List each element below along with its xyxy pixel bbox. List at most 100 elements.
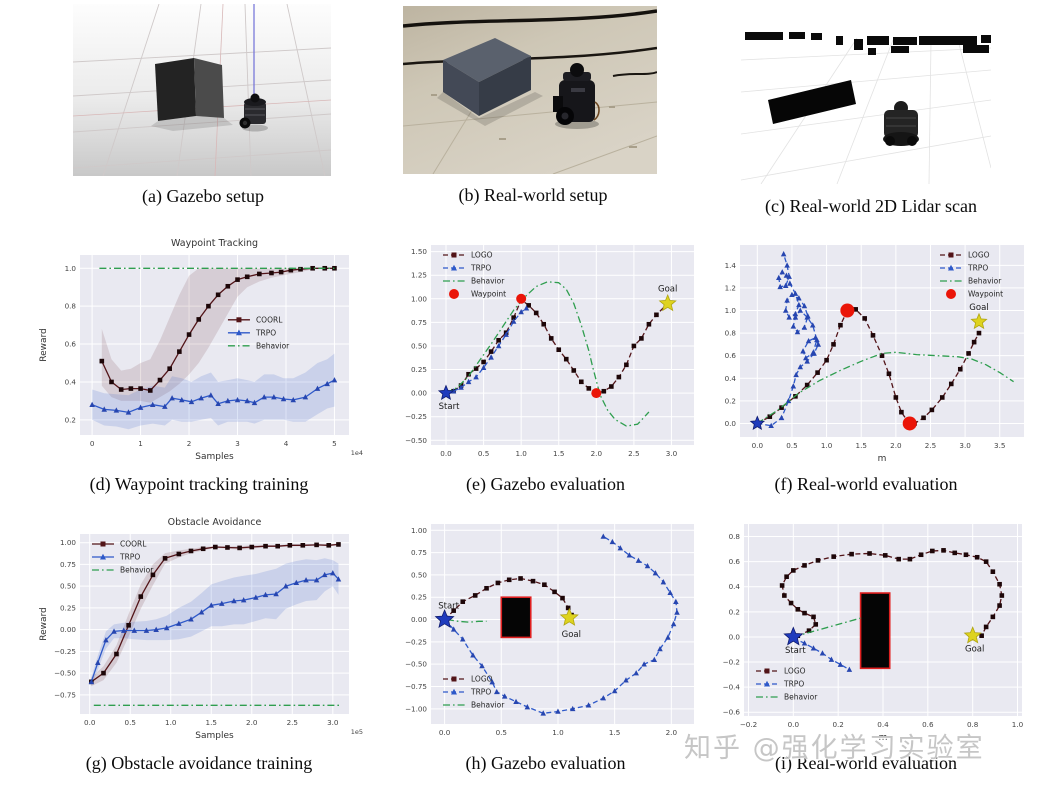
svg-text:Behavior: Behavior — [471, 277, 505, 286]
svg-text:0.6: 0.6 — [922, 720, 934, 729]
lidar-wall-points — [745, 32, 991, 55]
svg-text:2.5: 2.5 — [925, 441, 936, 450]
svg-text:0.8: 0.8 — [65, 302, 77, 311]
svg-text:Behavior: Behavior — [120, 566, 154, 575]
svg-text:Behavior: Behavior — [968, 277, 1002, 286]
svg-text:1.0: 1.0 — [821, 441, 833, 450]
svg-text:0.5: 0.5 — [125, 718, 136, 727]
rviz-grid-lines — [741, 37, 991, 184]
caption-e: (e) Gazebo evaluation — [466, 474, 625, 494]
svg-text:0.2: 0.2 — [725, 396, 736, 405]
svg-text:LOGO: LOGO — [784, 667, 806, 676]
svg-text:0.25: 0.25 — [411, 593, 427, 602]
svg-text:Waypoint: Waypoint — [968, 290, 1003, 299]
svg-text:1.50: 1.50 — [411, 247, 427, 256]
svg-text:−0.6: −0.6 — [723, 708, 741, 717]
svg-text:1.0: 1.0 — [1012, 720, 1024, 729]
svg-text:−0.2: −0.2 — [723, 658, 740, 667]
svg-text:TRPO: TRPO — [470, 688, 491, 697]
svg-text:COORL: COORL — [120, 540, 147, 549]
svg-text:1.0: 1.0 — [165, 718, 177, 727]
svg-text:−0.4: −0.4 — [723, 683, 741, 692]
svg-text:2: 2 — [187, 439, 192, 448]
svg-text:0.8: 0.8 — [725, 329, 737, 338]
svg-text:1e4: 1e4 — [351, 449, 363, 457]
svg-text:1.0: 1.0 — [725, 306, 737, 315]
svg-text:Goal: Goal — [658, 284, 677, 294]
svg-text:Behavior: Behavior — [784, 693, 818, 702]
caption-a: (a) Gazebo setup — [142, 186, 264, 206]
svg-text:0.75: 0.75 — [411, 318, 427, 327]
svg-text:1.0: 1.0 — [515, 449, 527, 458]
chart-waypoint-tracking-training: 0 1 2 3 4 5 0.2 0.4 0.6 0.8 1.0 Waypoint Tracking Sa… — [33, 231, 365, 475]
svg-text:−0.2: −0.2 — [740, 720, 757, 729]
svg-text:2.0: 2.0 — [591, 449, 603, 458]
svg-text:−0.50: −0.50 — [405, 660, 427, 669]
svg-text:TRPO: TRPO — [783, 680, 804, 689]
svg-text:3.5: 3.5 — [994, 441, 1005, 450]
svg-text:−0.75: −0.75 — [405, 682, 427, 691]
svg-text:0.4: 0.4 — [725, 374, 737, 383]
svg-text:Start: Start — [439, 402, 460, 412]
svg-text:2.5: 2.5 — [628, 449, 639, 458]
svg-text:0.2: 0.2 — [65, 415, 76, 424]
svg-text:0.5: 0.5 — [496, 728, 507, 737]
svg-text:0.6: 0.6 — [729, 557, 741, 566]
svg-text:−0.25: −0.25 — [405, 637, 427, 646]
svg-text:0.6: 0.6 — [65, 340, 77, 349]
svg-text:Goal: Goal — [969, 303, 988, 313]
svg-text:0.0: 0.0 — [729, 632, 741, 641]
svg-text:0.75: 0.75 — [411, 548, 427, 557]
svg-text:−0.75: −0.75 — [54, 690, 76, 699]
svg-text:COORL: COORL — [256, 316, 283, 325]
svg-text:Goal: Goal — [562, 630, 581, 640]
svg-text:1.00: 1.00 — [60, 538, 76, 547]
svg-text:3: 3 — [235, 439, 240, 448]
svg-text:−0.50: −0.50 — [405, 436, 427, 445]
svg-text:0.2: 0.2 — [832, 720, 843, 729]
svg-text:Behavior: Behavior — [256, 342, 290, 351]
svg-text:3.0: 3.0 — [959, 441, 971, 450]
svg-text:0.00: 0.00 — [411, 389, 427, 398]
svg-text:0.00: 0.00 — [411, 615, 427, 624]
svg-text:0.5: 0.5 — [478, 449, 489, 458]
lidar-obstacle-scan — [768, 80, 856, 124]
svg-text:Samples: Samples — [195, 452, 234, 462]
svg-text:2.0: 2.0 — [246, 718, 258, 727]
svg-text:1.4: 1.4 — [725, 261, 737, 270]
svg-text:0.75: 0.75 — [60, 560, 76, 569]
svg-text:Start: Start — [438, 602, 459, 612]
robot — [239, 93, 268, 132]
svg-text:0.4: 0.4 — [877, 720, 889, 729]
svg-text:Reward: Reward — [39, 328, 49, 362]
svg-text:1.0: 1.0 — [65, 264, 77, 273]
svg-text:0.8: 0.8 — [967, 720, 979, 729]
caption-f: (f) Real-world evaluation — [774, 474, 958, 494]
svg-text:1.00: 1.00 — [411, 294, 427, 303]
caption-b: (b) Real-world setup — [458, 185, 608, 205]
cube-obstacle — [151, 58, 233, 131]
svg-text:0.4: 0.4 — [729, 582, 741, 591]
svg-text:0.0: 0.0 — [439, 728, 451, 737]
svg-text:0: 0 — [90, 439, 95, 448]
svg-text:1.5: 1.5 — [206, 718, 217, 727]
svg-text:0.50: 0.50 — [411, 341, 427, 350]
svg-text:TRPO: TRPO — [967, 264, 988, 273]
cube-obstacle — [437, 38, 543, 126]
svg-text:0.0: 0.0 — [440, 449, 452, 458]
svg-text:Obstacle Avoidance: Obstacle Avoidance — [168, 517, 262, 528]
svg-text:3.0: 3.0 — [327, 718, 339, 727]
svg-text:0.50: 0.50 — [411, 570, 427, 579]
caption-g: (g) Obstacle avoidance training — [85, 753, 313, 773]
caption-i: (i) Real-world evaluation — [775, 753, 957, 773]
svg-text:LOGO: LOGO — [968, 251, 990, 260]
svg-text:0.4: 0.4 — [65, 377, 77, 386]
svg-text:Samples: Samples — [195, 731, 234, 741]
svg-text:1: 1 — [138, 439, 143, 448]
svg-text:1.5: 1.5 — [856, 441, 867, 450]
svg-text:0.0: 0.0 — [752, 441, 764, 450]
svg-text:Reward: Reward — [39, 607, 49, 641]
svg-text:0.0: 0.0 — [84, 718, 96, 727]
svg-text:TRPO: TRPO — [119, 553, 140, 562]
chart-obstacle-realworld-evaluation: −0.2 0.0 0.2 0.4 0.6 0.8 1.0 −0.6 −0.4 −0.2 0.0 0.2… — [700, 510, 1032, 754]
